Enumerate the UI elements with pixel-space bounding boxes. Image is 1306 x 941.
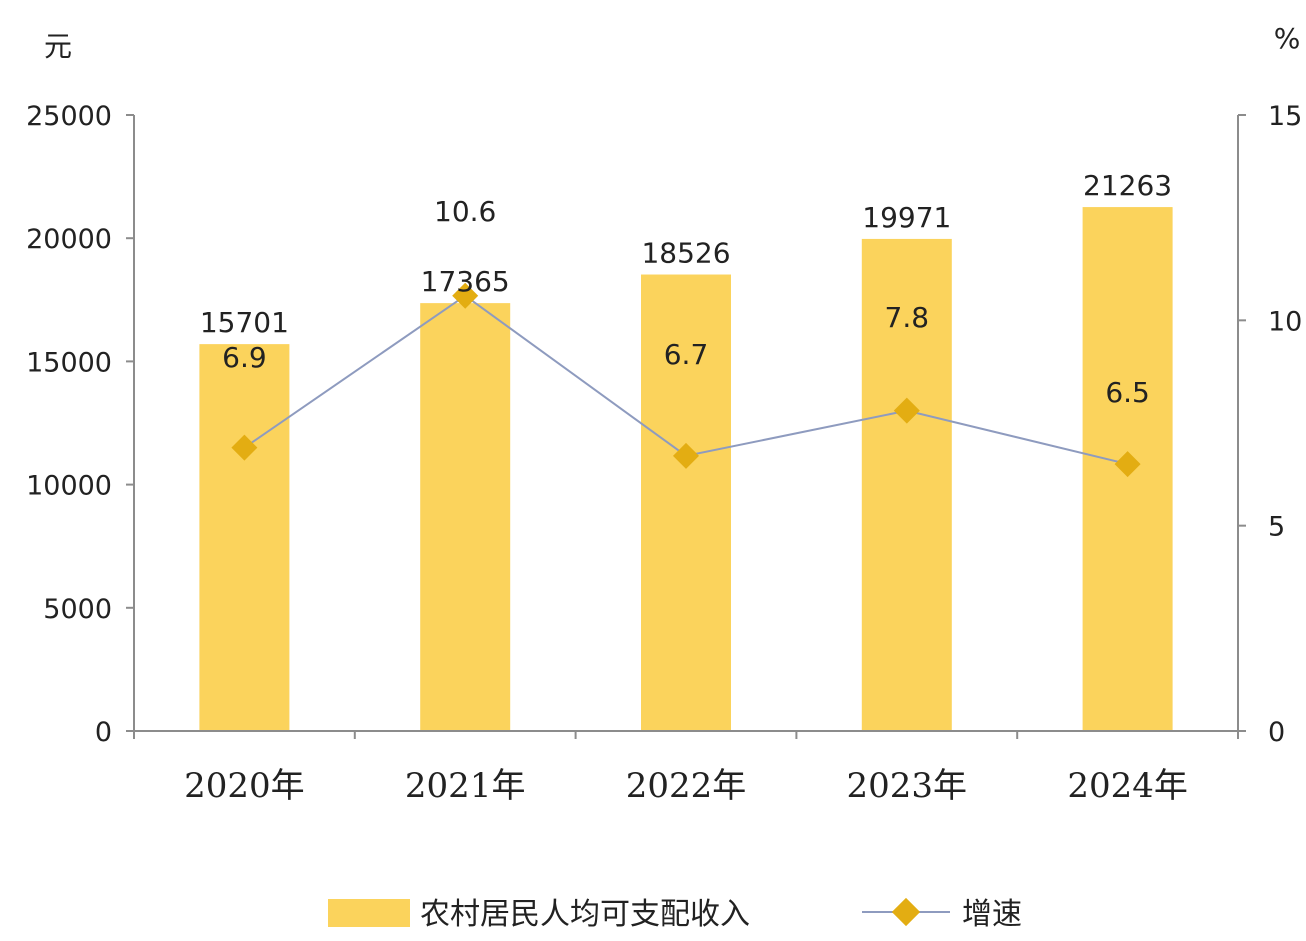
left-tick-label: 15000 <box>26 347 112 378</box>
legend-bar-label: 农村居民人均可支配收入 <box>420 897 750 932</box>
axes: 0 5000 10000 15000 20000 25000 0 5 10 15 2020年 2021… <box>26 101 1302 806</box>
left-axis-unit: 元 <box>44 30 72 63</box>
legend-diamond-marker-icon <box>891 897 921 927</box>
growth-value-label: 10.6 <box>434 195 496 228</box>
left-tick-label: 25000 <box>26 101 112 132</box>
line-series <box>231 282 1141 478</box>
growth-marker-2023年 <box>893 397 920 424</box>
x-tick-label: 2022年 <box>626 766 747 806</box>
growth-marker-2020年 <box>231 434 258 461</box>
bar-2022年 <box>641 274 731 731</box>
x-tick-label: 2020年 <box>184 766 305 806</box>
left-tick-label: 20000 <box>26 224 112 255</box>
growth-value-label: 6.7 <box>664 338 709 371</box>
x-tick-label: 2023年 <box>847 766 968 806</box>
x-tick-label: 2024年 <box>1067 766 1188 806</box>
right-tick-label: 10 <box>1268 306 1302 337</box>
legend-line-label: 增速 <box>962 897 1022 932</box>
bar-value-label: 21263 <box>1083 169 1172 202</box>
left-tick-label: 0 <box>95 717 112 748</box>
growth-value-label: 6.9 <box>222 341 267 374</box>
growth-marker-2022年 <box>673 442 699 469</box>
data-labels: 15701 17365 18526 19971 21263 6.9 10.6 6.7 7.8 6.… <box>200 169 1172 409</box>
bar-2020年 <box>199 344 290 731</box>
growth-marker-2024年 <box>1114 451 1141 478</box>
growth-value-label: 6.5 <box>1105 376 1150 409</box>
growth-value-label: 7.8 <box>885 301 930 334</box>
left-tick-label: 5000 <box>43 594 112 625</box>
bar-value-label: 18526 <box>641 237 730 270</box>
right-tick-label: 0 <box>1268 717 1285 748</box>
right-tick-label: 5 <box>1268 512 1285 543</box>
x-tick-label: 2021年 <box>405 766 526 806</box>
right-tick-label: 15 <box>1268 101 1302 132</box>
bar-value-label: 19971 <box>862 201 951 234</box>
right-axis-unit: % <box>1274 22 1301 55</box>
left-tick-label: 10000 <box>26 471 112 502</box>
bar-2023年 <box>861 238 952 732</box>
bar-series <box>199 207 1173 732</box>
bar-value-label: 17365 <box>421 265 510 298</box>
growth-marker-2021年 <box>452 282 479 309</box>
bar-2021年 <box>420 303 511 731</box>
legend-bar-swatch <box>328 899 410 927</box>
bar-value-label: 15701 <box>200 306 289 339</box>
legend: 农村居民人均可支配收入 增速 <box>328 897 1022 932</box>
